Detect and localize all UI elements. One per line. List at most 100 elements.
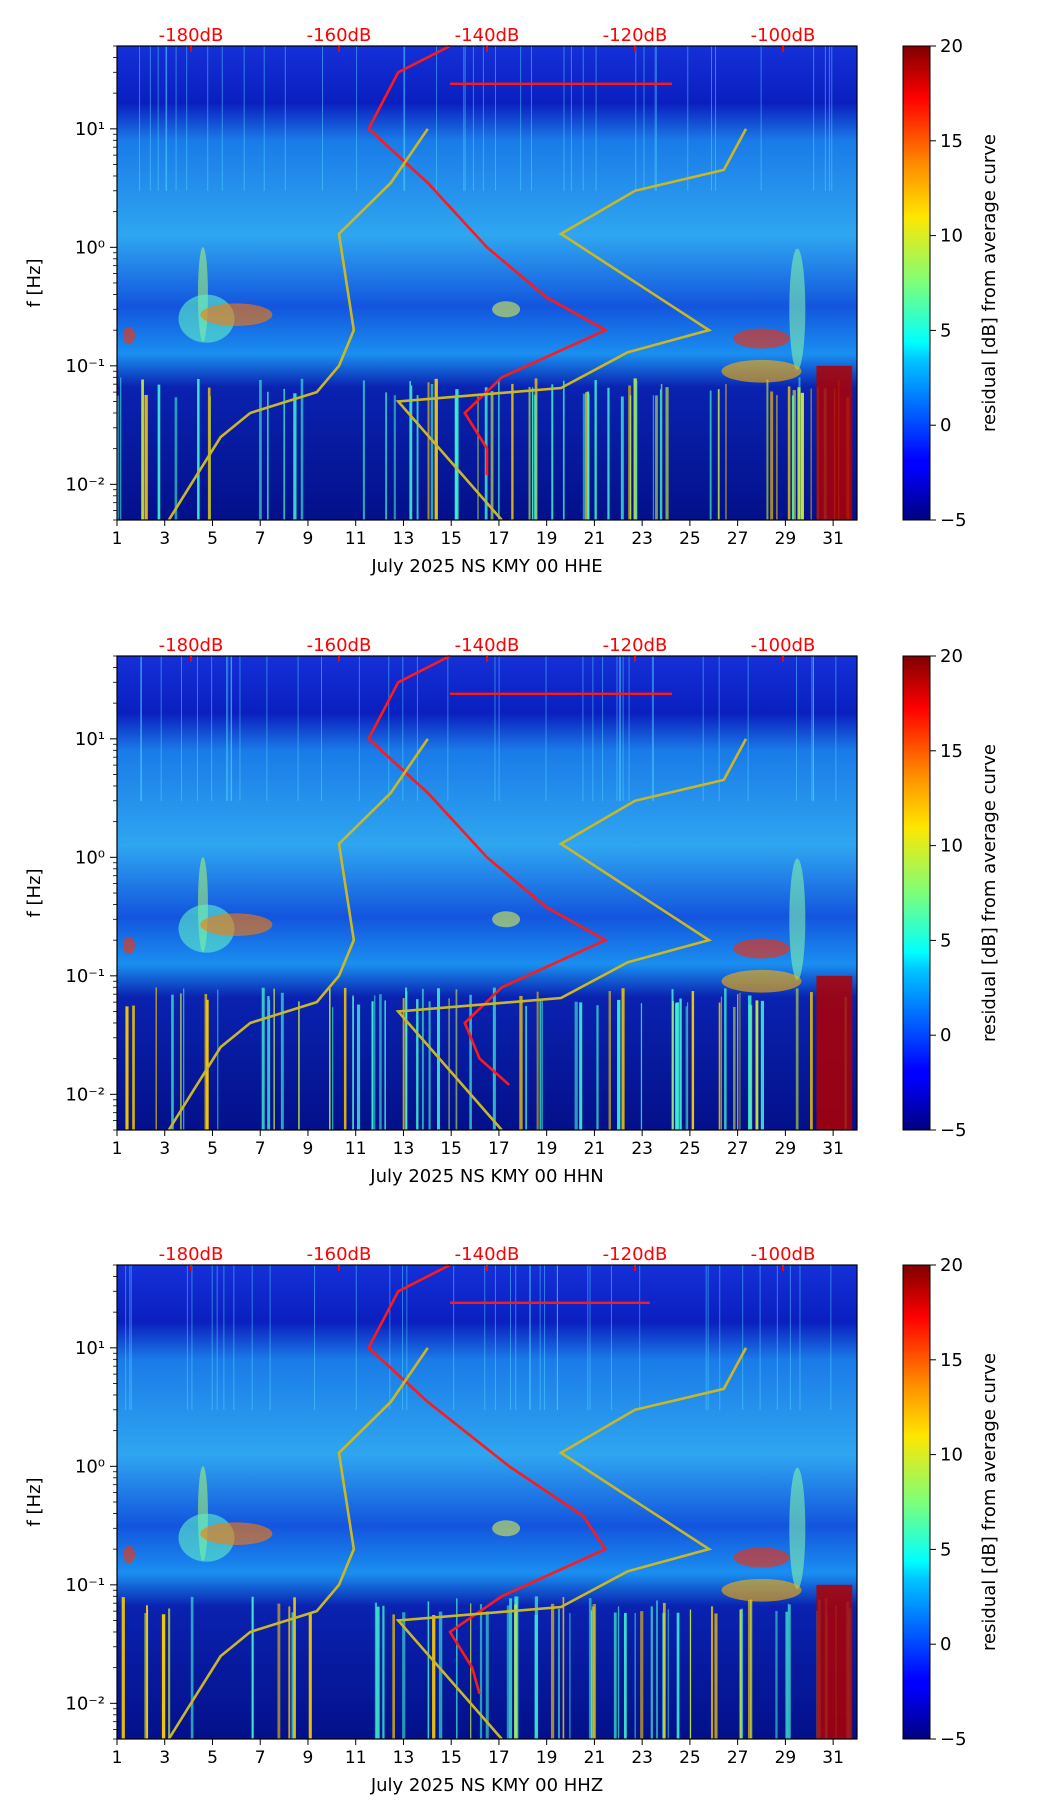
heatmap-streak — [470, 1603, 472, 1739]
y-tick-label: 10¹ — [75, 1338, 105, 1359]
heatmap-streak — [485, 1611, 489, 1739]
colorbar-gradient — [902, 1264, 931, 1740]
heatmap-streak — [226, 656, 228, 801]
heatmap-streak — [792, 390, 796, 520]
heatmap-streak — [551, 384, 554, 520]
colorbar-tick-label: 5 — [940, 320, 951, 341]
heatmap-streak — [300, 378, 304, 520]
heatmap-streak — [689, 1609, 692, 1739]
heatmap-streak — [787, 386, 791, 520]
colorbar-label: residual [dB] from average curve — [979, 1353, 1000, 1651]
heatmap-streak — [494, 46, 496, 191]
heatmap-streak — [388, 656, 390, 801]
heatmap-streak — [515, 1265, 517, 1410]
heatmap-streak — [676, 1612, 680, 1739]
heatmap-streak — [602, 656, 604, 801]
heatmap-streak — [742, 1265, 744, 1410]
heatmap-streak — [145, 1605, 148, 1739]
heatmap-blobs — [122, 1466, 853, 1739]
heatmap-streak — [402, 1612, 406, 1739]
heatmap-streak — [795, 988, 799, 1130]
heatmap-streak — [589, 1265, 591, 1410]
heatmap-streak — [590, 1610, 593, 1739]
x-tick-label: 7 — [255, 1748, 266, 1768]
x-tick-label: 27 — [727, 1748, 749, 1768]
heatmap-streak — [541, 1000, 543, 1130]
heatmap-streak — [563, 46, 565, 191]
colorbar-gradient — [902, 45, 931, 521]
heatmap-streak — [171, 994, 174, 1130]
heatmap-streak — [379, 994, 382, 1130]
x-tick-label: 27 — [727, 1139, 749, 1159]
x-tick-label: 1 — [112, 1748, 123, 1768]
heatmap-streak — [421, 988, 424, 1130]
heatmap-streak — [725, 384, 727, 520]
colorbar: 20 15 10 5 0 −5 residual [dB] from average cur… — [902, 36, 1000, 531]
x-tick-label: 13 — [393, 529, 415, 549]
heatmap-streak — [139, 46, 141, 191]
y-axis: 10¹ 10⁰ 10⁻¹ 10⁻² f [Hz] — [24, 1264, 117, 1740]
heatmap-streak — [660, 384, 663, 520]
colorbar-tick-label: 5 — [940, 1539, 951, 1560]
series-line-noise-model-right — [395, 1347, 748, 1740]
heatmap-streak — [389, 1265, 391, 1410]
heatmap-streak — [643, 46, 645, 191]
heatmap-streak — [715, 46, 717, 191]
x-tick-label: 3 — [159, 529, 170, 549]
series-line-average-psd — [366, 1263, 608, 1695]
heatmap-streak — [259, 379, 262, 520]
heatmap-streak — [740, 1608, 743, 1739]
heatmap-streak — [562, 380, 565, 520]
heatmap-streak — [403, 46, 405, 191]
heatmap-streak — [557, 1608, 560, 1739]
heatmap-streak — [709, 390, 712, 520]
heatmap-streak — [770, 391, 774, 520]
heatmap-streak — [835, 656, 837, 801]
heatmap-streak — [204, 993, 208, 1130]
heatmap-streak — [607, 387, 610, 520]
heatmap-streak — [157, 384, 161, 520]
heatmap-streak — [785, 1611, 788, 1739]
heatmap-streak — [405, 991, 408, 1130]
x-tick-label: 19 — [536, 1748, 558, 1768]
heatmap-streak — [624, 1612, 627, 1739]
colorbar-tick-label: 15 — [940, 1350, 963, 1371]
heatmap-streak — [655, 395, 658, 520]
heatmap-streak — [266, 656, 268, 801]
heatmap-streak — [160, 656, 162, 801]
x-tick-label: 25 — [679, 1139, 701, 1159]
heatmap-streak — [469, 994, 472, 1130]
top-tick-label: -180dB — [159, 25, 224, 46]
colorbar: 20 15 10 5 0 −5 residual [dB] from average cur… — [902, 1255, 1000, 1750]
heatmap-streak — [634, 1612, 636, 1739]
top-tick-label: -100dB — [751, 25, 816, 46]
heatmap-streak — [587, 391, 590, 520]
heatmap-streak — [144, 394, 148, 520]
heatmap-streak — [293, 393, 297, 520]
heatmap-streak — [165, 46, 167, 191]
heatmap-streak — [427, 1601, 430, 1739]
heatmap-streak — [737, 994, 739, 1130]
x-tick-label: 19 — [536, 1139, 558, 1159]
heatmap-streak — [710, 1606, 714, 1739]
x-tick-label: 27 — [727, 529, 749, 549]
heatmap-streak — [490, 391, 494, 520]
x-tick-label: 29 — [775, 1748, 797, 1768]
y-axis-label: f [Hz] — [24, 868, 45, 917]
x-tick-label: 11 — [345, 1748, 367, 1768]
heatmap-streak — [585, 391, 589, 520]
heatmap-streak — [662, 1602, 666, 1739]
colorbar-tick-label: 5 — [940, 930, 951, 951]
heatmap-streak — [711, 46, 713, 191]
heatmap-streak — [720, 996, 722, 1130]
y-tick-label: 10⁻² — [65, 1084, 105, 1105]
top-tick-label: -120dB — [603, 25, 668, 46]
heatmap-streak — [498, 656, 500, 801]
heatmap-streak — [343, 987, 347, 1130]
colorbar-tick-label: 20 — [940, 1255, 963, 1276]
heatmap-streak — [477, 396, 479, 520]
heatmap-streak — [453, 1265, 455, 1410]
